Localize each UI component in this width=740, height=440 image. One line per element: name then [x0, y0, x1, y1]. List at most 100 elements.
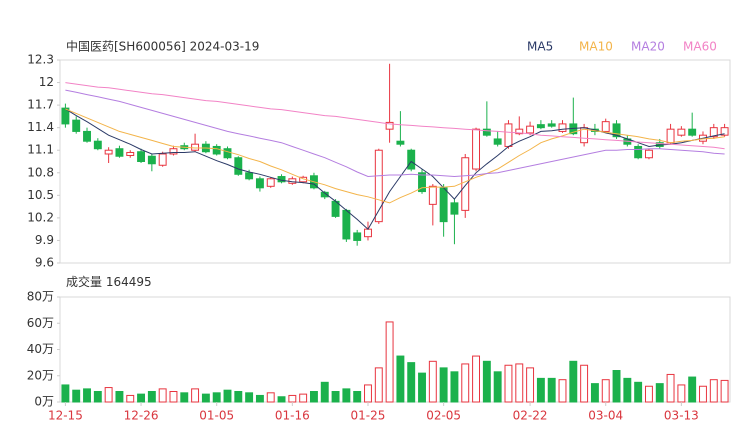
volume-title: 成交量 164495 [66, 274, 152, 289]
volume-bar [504, 364, 513, 403]
volume-bar [72, 389, 81, 403]
volume-bar [569, 360, 578, 403]
volume-bar [580, 364, 589, 403]
candle-body [709, 127, 718, 138]
volume-bar [590, 383, 599, 403]
volume-bar [93, 391, 102, 403]
price-frame [59, 59, 731, 264]
y-tick-label: 20万 [27, 368, 54, 382]
volume-bar [644, 385, 653, 403]
volume-bar [709, 379, 718, 403]
y-tick-label: 10.8 [27, 165, 54, 179]
volume-bar [623, 377, 632, 403]
volume-bar [223, 389, 232, 403]
candle-body [320, 191, 329, 198]
volume-bar [612, 370, 621, 403]
volume-bar [201, 393, 210, 403]
volume-bar [353, 391, 362, 403]
x-tick-label: 02-22 [513, 409, 548, 423]
volume-bar [515, 363, 524, 403]
ma-line [65, 108, 725, 204]
volume-bar [83, 388, 91, 403]
legend-label: MA10 [579, 40, 613, 54]
candle-body [644, 149, 653, 159]
volume-bar [699, 385, 707, 403]
candle-body [536, 124, 545, 129]
candle-body [439, 187, 448, 223]
candle-body [255, 178, 264, 189]
legend-label: MA5 [527, 40, 553, 54]
y-tick-label: 40万 [27, 342, 54, 356]
y-tick-label: 9.6 [35, 256, 54, 270]
candle-body [385, 121, 394, 130]
candle-body [612, 123, 621, 138]
candle-body [104, 149, 113, 155]
candle-body [126, 151, 135, 156]
candle-body [245, 172, 254, 180]
volume-bar [180, 392, 189, 403]
candle-body [342, 209, 351, 240]
volume-bar [526, 367, 535, 403]
x-tick-label: 02-05 [426, 409, 461, 423]
x-tick-label: 12-15 [48, 409, 83, 423]
candle-body [396, 140, 405, 145]
volume-bar [61, 384, 70, 403]
candle-body [504, 123, 513, 147]
y-tick-label: 11.7 [27, 98, 54, 112]
candle-body [688, 128, 697, 136]
candle-body [374, 149, 383, 223]
volume-bar [439, 367, 448, 403]
volume-bar [677, 384, 686, 403]
candle-body [493, 138, 502, 145]
volume-bar [482, 360, 491, 403]
candle-body [407, 149, 416, 170]
x-tick-label: 01-05 [199, 409, 234, 423]
volume-bar [137, 393, 146, 403]
volume-bar [407, 362, 416, 403]
candle-body [666, 128, 675, 144]
volume-bar [320, 381, 329, 403]
candle-body [61, 107, 70, 125]
volume-bar [309, 391, 318, 403]
volume-bar [255, 394, 264, 403]
volume-bar [234, 391, 243, 403]
volume-bar [277, 396, 286, 403]
y-tick-label: 11.4 [27, 120, 54, 134]
volume-bar [655, 383, 664, 403]
volume-bar [428, 360, 437, 403]
volume-bar [547, 377, 556, 403]
y-tick-label: 12.3 [27, 53, 54, 67]
volume-bar [472, 355, 481, 403]
x-tick-label: 03-04 [588, 409, 623, 423]
y-tick-label: 10.5 [27, 188, 54, 202]
x-tick-label: 01-25 [351, 409, 386, 423]
volume-bar [450, 371, 459, 403]
candle-body [158, 153, 167, 166]
volume-bar [169, 391, 178, 403]
volume-latest: 164495 [106, 275, 152, 289]
volume-bar [396, 355, 405, 403]
candle-body [450, 202, 459, 215]
candle-body [677, 128, 686, 136]
x-tick-label: 01-16 [275, 409, 310, 423]
y-tick-label: 10.2 [27, 210, 54, 224]
candle-body [83, 130, 91, 142]
volume-bar [536, 377, 545, 403]
candle-body [428, 185, 437, 205]
candle-body [93, 140, 102, 150]
candle-body [558, 123, 567, 132]
ma-line [65, 108, 725, 230]
volume-bar [158, 388, 167, 403]
candle-body [169, 148, 178, 155]
candle-body [461, 157, 470, 211]
volume-bar [299, 393, 308, 403]
legend-label: MA60 [683, 40, 717, 54]
candle-body [147, 155, 156, 165]
candle-body [482, 128, 491, 136]
volume-bar [688, 376, 697, 403]
chart-title: 中国医药[SH600056] 2024-03-19 [66, 39, 259, 54]
y-tick-label: 12 [39, 75, 54, 89]
candle-body [364, 228, 372, 238]
candle-body [547, 123, 556, 127]
